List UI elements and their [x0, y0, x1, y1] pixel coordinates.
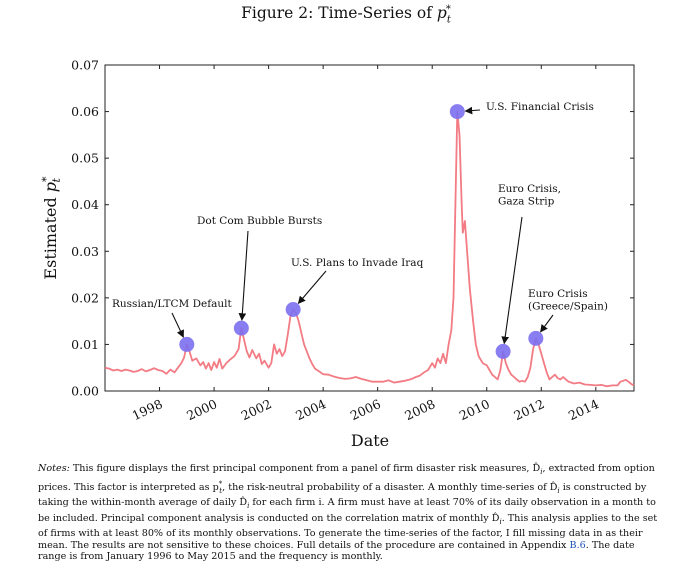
event-annotation-label: Russian/LTCM Default — [112, 298, 233, 310]
event-annotation-label: Dot Com Bubble Bursts — [197, 215, 322, 227]
y-tick-label: 0.05 — [71, 151, 99, 166]
event-marker — [285, 302, 301, 317]
x-tick-label: 2008 — [402, 396, 437, 423]
event-marker — [179, 336, 195, 352]
event-marker — [528, 330, 544, 346]
event-annotation-label: Euro Crisis — [528, 288, 588, 300]
event-annotation-label: Euro Crisis, — [498, 183, 561, 195]
event-arrow — [501, 216, 523, 345]
x-tick-label: 2010 — [457, 396, 492, 423]
title-superscript: * — [445, 4, 451, 15]
y-tick-label: 0.06 — [71, 104, 99, 119]
y-tick-label: 0.02 — [71, 290, 99, 305]
event-annotation-label: U.S. Plans to Invade Iraq — [291, 257, 424, 269]
notes-text-d: is constructed by taking the within-mont… — [38, 481, 647, 509]
x-tick-label: 2004 — [293, 396, 328, 423]
title-symbol: p — [436, 4, 447, 23]
figure-title: Figure 2: Time-Series of pt* — [0, 4, 692, 25]
event-arrow — [238, 230, 249, 321]
series-line-group — [104, 110, 635, 388]
event-arrow — [464, 106, 481, 115]
x-tick-label: 1998 — [130, 396, 165, 423]
event-annotations: Russian/LTCM Default Dot Com Bubble Burst… — [112, 101, 608, 345]
y-axis-label-text: Estimated p*t — [40, 176, 63, 280]
figure-title-text: Figure 2: Time-Series of — [241, 4, 437, 23]
notes-text-a: This figure displays the first principal… — [69, 463, 541, 474]
y-axis-label: Estimated p*t — [40, 176, 63, 280]
figure-notes: Notes: This figure displays the first pr… — [38, 463, 658, 563]
x-tick-label: 2002 — [239, 396, 274, 423]
plot-frame — [104, 64, 635, 392]
notes-text-b: , extracted from option prices. This fac… — [38, 463, 655, 493]
notes-text-e: for each firm i. A firm must have at lea… — [38, 497, 656, 524]
x-tick-label: 2014 — [566, 396, 601, 423]
y-tick-label: 0.07 — [71, 58, 99, 73]
event-arrow — [540, 314, 554, 333]
event-marker — [495, 343, 511, 359]
x-tick-label: 2006 — [348, 396, 383, 423]
notes-label: Notes: — [38, 463, 70, 474]
event-markers — [179, 104, 544, 359]
time-series-chart: 0.00 0.01 0.02 0.03 0.04 0.05 0.06 0.07 1998 2000… — [40, 58, 635, 450]
event-arrow — [171, 312, 184, 338]
x-tick-label: 2000 — [184, 396, 219, 423]
series-line — [104, 110, 635, 388]
event-arrow — [297, 270, 327, 305]
y-tick-label: 0.01 — [71, 337, 99, 352]
event-marker — [233, 320, 249, 336]
x-tick-label: 2012 — [511, 396, 546, 423]
y-tick-label: 0.03 — [71, 244, 99, 259]
event-annotation-label: U.S. Financial Crisis — [486, 101, 594, 113]
event-marker — [449, 104, 465, 120]
y-tick-label: 0.00 — [71, 384, 99, 399]
x-axis-label: Date — [351, 431, 389, 450]
notes-text-c: , the risk-neutral probability of a disa… — [222, 481, 558, 493]
event-annotation-label: (Greece/Spain) — [528, 301, 608, 313]
title-subscript: t — [446, 14, 451, 26]
y-tick-label: 0.04 — [71, 197, 99, 212]
event-annotation-label: Gaza Strip — [498, 196, 555, 208]
appendix-link[interactable]: B.6 — [569, 539, 586, 551]
